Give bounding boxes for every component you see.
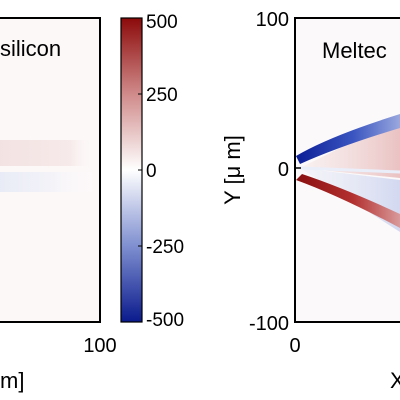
right-panel: Meltec 100 0 -100 0 X Y [μ m] — [220, 9, 400, 393]
right-x-axis-label: X — [390, 368, 400, 393]
right-y-axis-label: Y [μ m] — [220, 135, 245, 205]
colorbar-ticks: 500 250 0 -250 -500 — [138, 12, 184, 331]
colorbar-tick-label: -250 — [146, 237, 184, 258]
colorbar-tick-label: 250 — [146, 85, 178, 106]
right-panel-title: Meltec — [322, 38, 387, 63]
right-y-tick-label-top: 100 — [256, 9, 289, 31]
colorbar: 500 250 0 -250 -500 — [120, 12, 184, 331]
colorbar-tick-label: -500 — [146, 310, 184, 331]
right-plot-field — [296, 114, 400, 232]
left-x-tick-label: 100 — [83, 335, 116, 357]
right-center-streak — [299, 166, 400, 174]
right-x-tick-label: 0 — [289, 335, 300, 357]
left-positive-band — [0, 140, 100, 166]
right-y-tick-label-middle: 0 — [278, 159, 289, 181]
right-plot-frame — [294, 17, 400, 323]
colorbar-tick-label: 0 — [146, 161, 157, 182]
left-panel-title: silicon — [0, 36, 61, 61]
right-negative-lobe — [296, 114, 400, 164]
left-panel: silicon 100 m] — [0, 17, 117, 393]
colorbar-tick-label: 500 — [146, 12, 178, 33]
left-plot-frame — [0, 17, 101, 323]
left-x-axis-label: m] — [0, 368, 24, 393]
left-plot-background — [0, 18, 100, 322]
left-negative-band — [0, 172, 100, 192]
right-y-tick-label-bottom: -100 — [249, 313, 289, 335]
right-positive-lobe — [296, 174, 400, 228]
